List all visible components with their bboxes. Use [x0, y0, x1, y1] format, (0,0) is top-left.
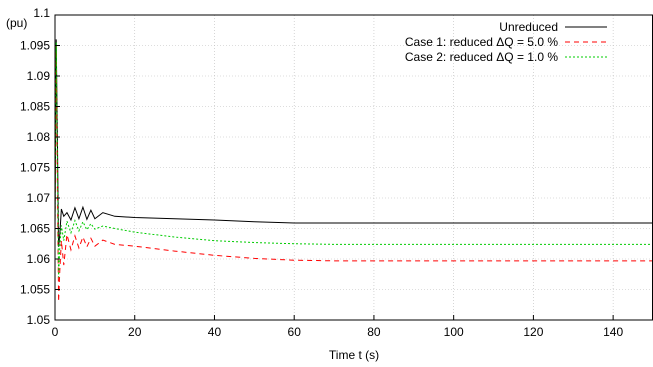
y-tick-label: 1.085 — [20, 100, 50, 114]
x-axis-label: Time t (s) — [329, 348, 379, 362]
series-layer — [54, 39, 653, 302]
series-line-1 — [54, 39, 653, 247]
grid — [55, 15, 653, 320]
x-tick-label: 120 — [523, 325, 543, 339]
y-tick-label: 1.075 — [20, 161, 50, 175]
series-line-3 — [54, 42, 653, 278]
y-tick-label: 1.065 — [20, 222, 50, 236]
y-tick-label: 1.06 — [27, 252, 51, 266]
y-tick-label: 1.09 — [27, 69, 51, 83]
x-tick-label: 100 — [444, 325, 464, 339]
y-tick-label: 1.07 — [27, 191, 51, 205]
x-tick-label: 40 — [208, 325, 222, 339]
x-tick-label: 80 — [367, 325, 381, 339]
x-tick-label: 20 — [128, 325, 142, 339]
x-tick-label: 140 — [603, 325, 623, 339]
y-tick-label: 1.055 — [20, 283, 50, 297]
legend-label: Case 1: reduced ΔQ = 5.0 % — [405, 35, 558, 49]
y-tick-label: 1.05 — [27, 313, 51, 327]
x-tick-label: 60 — [288, 325, 302, 339]
y-tick-label: 1.095 — [20, 39, 50, 53]
legend-label: Unreduced — [499, 20, 558, 34]
x-tick-label: 0 — [52, 325, 59, 339]
y-axis-label: (pu) — [6, 16, 27, 30]
y-tick-label: 1.1 — [33, 6, 50, 20]
series-line-2 — [54, 45, 653, 302]
legend-label: Case 2: reduced ΔQ = 1.0 % — [405, 50, 558, 64]
ticks: 1.05 1.055 1.06 1.065 1.07 1.075 1.08 1.085 1.09… — [20, 6, 623, 339]
y-tick-label: 1.08 — [27, 130, 51, 144]
